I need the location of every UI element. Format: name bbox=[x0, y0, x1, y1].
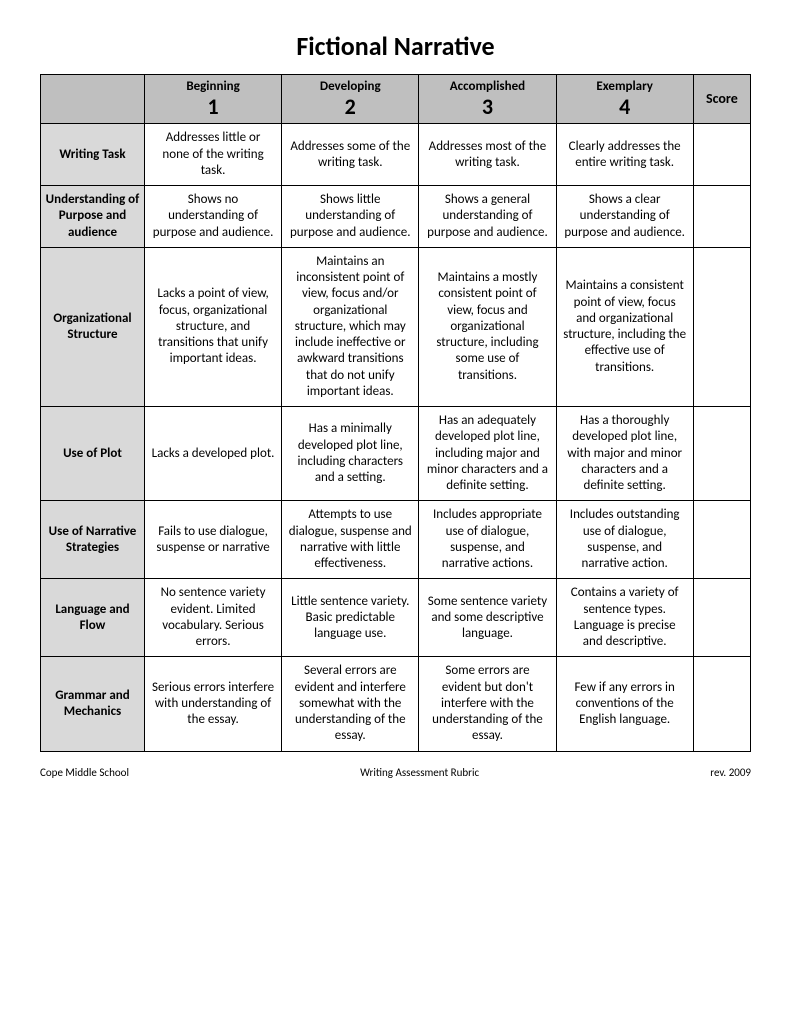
row-header: Understanding of Purpose and audience bbox=[41, 186, 145, 248]
score-cell[interactable] bbox=[693, 579, 750, 657]
rubric-table: Beginning 1 Developing 2 Accomplished 3 … bbox=[40, 74, 751, 752]
table-row: Organizational StructureLacks a point of… bbox=[41, 247, 751, 406]
footer: Cope Middle School Writing Assessment Ru… bbox=[40, 766, 751, 779]
rubric-cell: Addresses some of the writing task. bbox=[282, 124, 419, 186]
rubric-cell: Contains a variety of sentence types. La… bbox=[556, 579, 693, 657]
rubric-cell: Has an adequately developed plot line, i… bbox=[419, 407, 556, 501]
rubric-cell: Few if any errors in conventions of the … bbox=[556, 657, 693, 751]
score-cell[interactable] bbox=[693, 124, 750, 186]
score-cell[interactable] bbox=[693, 657, 750, 751]
rubric-cell: Includes outstanding use of dialogue, su… bbox=[556, 501, 693, 579]
footer-left: Cope Middle School bbox=[40, 766, 129, 779]
corner-cell bbox=[41, 75, 145, 124]
rubric-cell: Some sentence variety and some descripti… bbox=[419, 579, 556, 657]
level-num: 4 bbox=[561, 95, 689, 119]
table-row: Language and FlowNo sentence variety evi… bbox=[41, 579, 751, 657]
row-header: Use of Narrative Strategies bbox=[41, 501, 145, 579]
level-header-3: Accomplished 3 bbox=[419, 75, 556, 124]
rubric-cell: Attempts to use dialogue, suspense and n… bbox=[282, 501, 419, 579]
table-row: Grammar and MechanicsSerious errors inte… bbox=[41, 657, 751, 751]
rubric-cell: Has a thoroughly developed plot line, wi… bbox=[556, 407, 693, 501]
rubric-cell: Several errors are evident and interfere… bbox=[282, 657, 419, 751]
rubric-cell: Addresses little or none of the writing … bbox=[144, 124, 281, 186]
rubric-cell: Maintains a consistent point of view, fo… bbox=[556, 247, 693, 406]
rubric-cell: Lacks a point of view, focus, organizati… bbox=[144, 247, 281, 406]
table-row: Use of Narrative StrategiesFails to use … bbox=[41, 501, 751, 579]
rubric-cell: Has a minimally developed plot line, inc… bbox=[282, 407, 419, 501]
level-header-2: Developing 2 bbox=[282, 75, 419, 124]
score-cell[interactable] bbox=[693, 186, 750, 248]
level-name: Beginning bbox=[186, 79, 239, 94]
level-name: Accomplished bbox=[450, 79, 525, 94]
row-header: Organizational Structure bbox=[41, 247, 145, 406]
page-title: Fictional Narrative bbox=[40, 30, 751, 62]
level-num: 1 bbox=[149, 95, 277, 119]
rubric-cell: Some errors are evident but don't interf… bbox=[419, 657, 556, 751]
rubric-cell: Clearly addresses the entire writing tas… bbox=[556, 124, 693, 186]
rubric-cell: Serious errors interfere with understand… bbox=[144, 657, 281, 751]
rubric-cell: Shows a general understanding of purpose… bbox=[419, 186, 556, 248]
footer-right: rev. 2009 bbox=[710, 766, 751, 779]
rubric-cell: Addresses most of the writing task. bbox=[419, 124, 556, 186]
score-header: Score bbox=[693, 75, 750, 124]
rubric-cell: No sentence variety evident. Limited voc… bbox=[144, 579, 281, 657]
header-row: Beginning 1 Developing 2 Accomplished 3 … bbox=[41, 75, 751, 124]
row-header: Use of Plot bbox=[41, 407, 145, 501]
level-header-1: Beginning 1 bbox=[144, 75, 281, 124]
level-name: Exemplary bbox=[596, 79, 653, 94]
level-header-4: Exemplary 4 bbox=[556, 75, 693, 124]
row-header: Grammar and Mechanics bbox=[41, 657, 145, 751]
table-row: Writing TaskAddresses little or none of … bbox=[41, 124, 751, 186]
rubric-cell: Little sentence variety. Basic predictab… bbox=[282, 579, 419, 657]
row-header: Writing Task bbox=[41, 124, 145, 186]
rubric-cell: Lacks a developed plot. bbox=[144, 407, 281, 501]
rubric-cell: Maintains an inconsistent point of view,… bbox=[282, 247, 419, 406]
score-cell[interactable] bbox=[693, 247, 750, 406]
table-row: Use of PlotLacks a developed plot.Has a … bbox=[41, 407, 751, 501]
level-name: Developing bbox=[320, 79, 381, 94]
score-cell[interactable] bbox=[693, 407, 750, 501]
rubric-cell: Maintains a mostly consistent point of v… bbox=[419, 247, 556, 406]
rubric-cell: Shows a clear understanding of purpose a… bbox=[556, 186, 693, 248]
footer-center: Writing Assessment Rubric bbox=[360, 766, 479, 779]
score-cell[interactable] bbox=[693, 501, 750, 579]
rubric-cell: Shows no understanding of purpose and au… bbox=[144, 186, 281, 248]
level-num: 2 bbox=[286, 95, 414, 119]
level-num: 3 bbox=[423, 95, 551, 119]
table-row: Understanding of Purpose and audienceSho… bbox=[41, 186, 751, 248]
row-header: Language and Flow bbox=[41, 579, 145, 657]
rubric-cell: Shows little understanding of purpose an… bbox=[282, 186, 419, 248]
rubric-cell: Fails to use dialogue, suspense or narra… bbox=[144, 501, 281, 579]
rubric-cell: Includes appropriate use of dialogue, su… bbox=[419, 501, 556, 579]
